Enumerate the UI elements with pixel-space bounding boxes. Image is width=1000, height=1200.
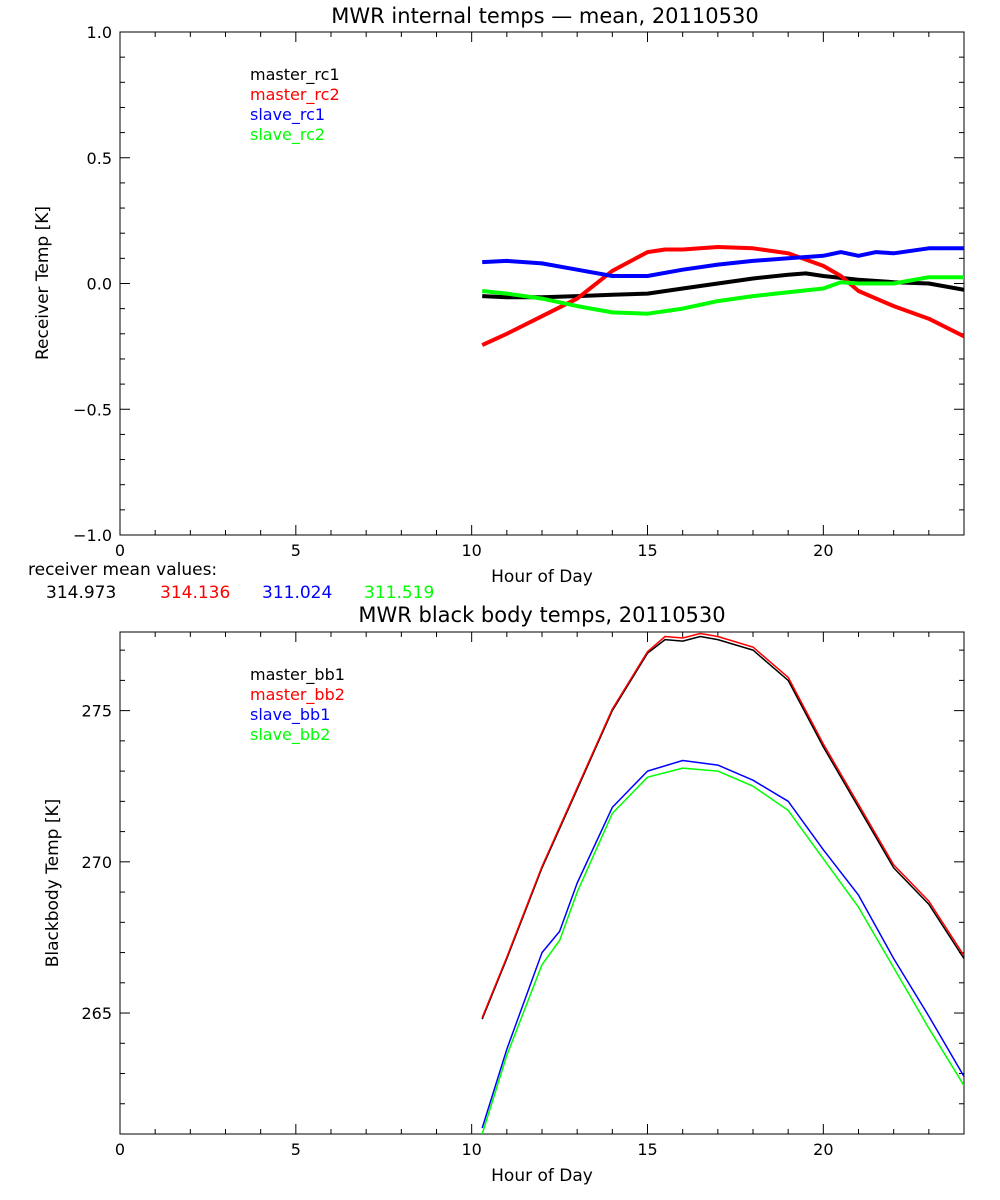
y-tick-label: −1.0 (73, 526, 112, 545)
y-tick-label: −0.5 (73, 400, 112, 419)
y-tick-label: 270 (81, 853, 112, 872)
series-line (481, 767, 964, 1134)
series-line (481, 759, 964, 1129)
x-tick-label: 20 (813, 1140, 833, 1159)
y-tick-label: 275 (81, 702, 112, 721)
legend-entry: slave_rc1 (250, 105, 325, 125)
blackbody-temps-chart: 0 5 10 15 20 275 270 265 MWR black body temps, 2… (43, 603, 965, 1186)
receiver-mean-value: 311.024 (262, 583, 332, 603)
chart-title: MWR internal temps — mean, 20110530 (331, 4, 758, 28)
series-line (482, 246, 964, 278)
legend-entry: slave_bb2 (250, 725, 330, 745)
receiver-mean-value: 314.136 (160, 583, 230, 603)
plot-frame (119, 631, 965, 1135)
y-axis-label: Blackbody Temp [K] (43, 799, 63, 968)
y-tick-label: 0.0 (87, 275, 112, 294)
receiver-mean-value: 314.973 (46, 583, 116, 603)
receiver-mean-label: receiver mean values: (28, 560, 217, 580)
x-axis-label: Hour of Day (491, 567, 593, 587)
x-tick-label: 15 (637, 1140, 657, 1159)
series-line (482, 271, 964, 300)
y-tick-label: 0.5 (87, 149, 112, 168)
x-tick-label: 10 (461, 1140, 481, 1159)
receiver-temps-chart: 0 5 10 15 20 1.0 0.5 0.0 −0.5 −1.0 MWR internal te… (33, 4, 965, 587)
x-tick-label: 0 (115, 1140, 125, 1159)
x-tick-label: 10 (461, 541, 481, 560)
y-axis-label: Receiver Temp [K] (33, 206, 53, 360)
x-tick-label: 15 (637, 541, 657, 560)
x-tick-label: 0 (115, 541, 125, 560)
legend-entry: slave_bb1 (250, 705, 330, 725)
legend-entry: master_rc1 (250, 65, 340, 85)
legend-entry: slave_rc2 (250, 125, 325, 145)
x-tick-label: 5 (291, 541, 301, 560)
series-line (481, 635, 964, 1020)
chart-title: MWR black body temps, 20110530 (358, 603, 725, 627)
x-axis-label: Hour of Day (491, 1166, 593, 1186)
y-tick-label: 265 (81, 1004, 112, 1023)
legend-entry: master_bb1 (250, 665, 345, 685)
y-tick-label: 1.0 (87, 23, 112, 42)
receiver-mean-values: receiver mean values: 314.973 314.136 31… (28, 560, 434, 603)
x-tick-label: 5 (291, 1140, 301, 1159)
legend-entry: master_bb2 (250, 685, 345, 705)
x-tick-label: 20 (813, 541, 833, 560)
series-line (481, 275, 964, 316)
receiver-mean-value: 311.519 (364, 583, 434, 603)
series-line (481, 632, 964, 1018)
legend-entry: master_rc2 (250, 85, 340, 105)
